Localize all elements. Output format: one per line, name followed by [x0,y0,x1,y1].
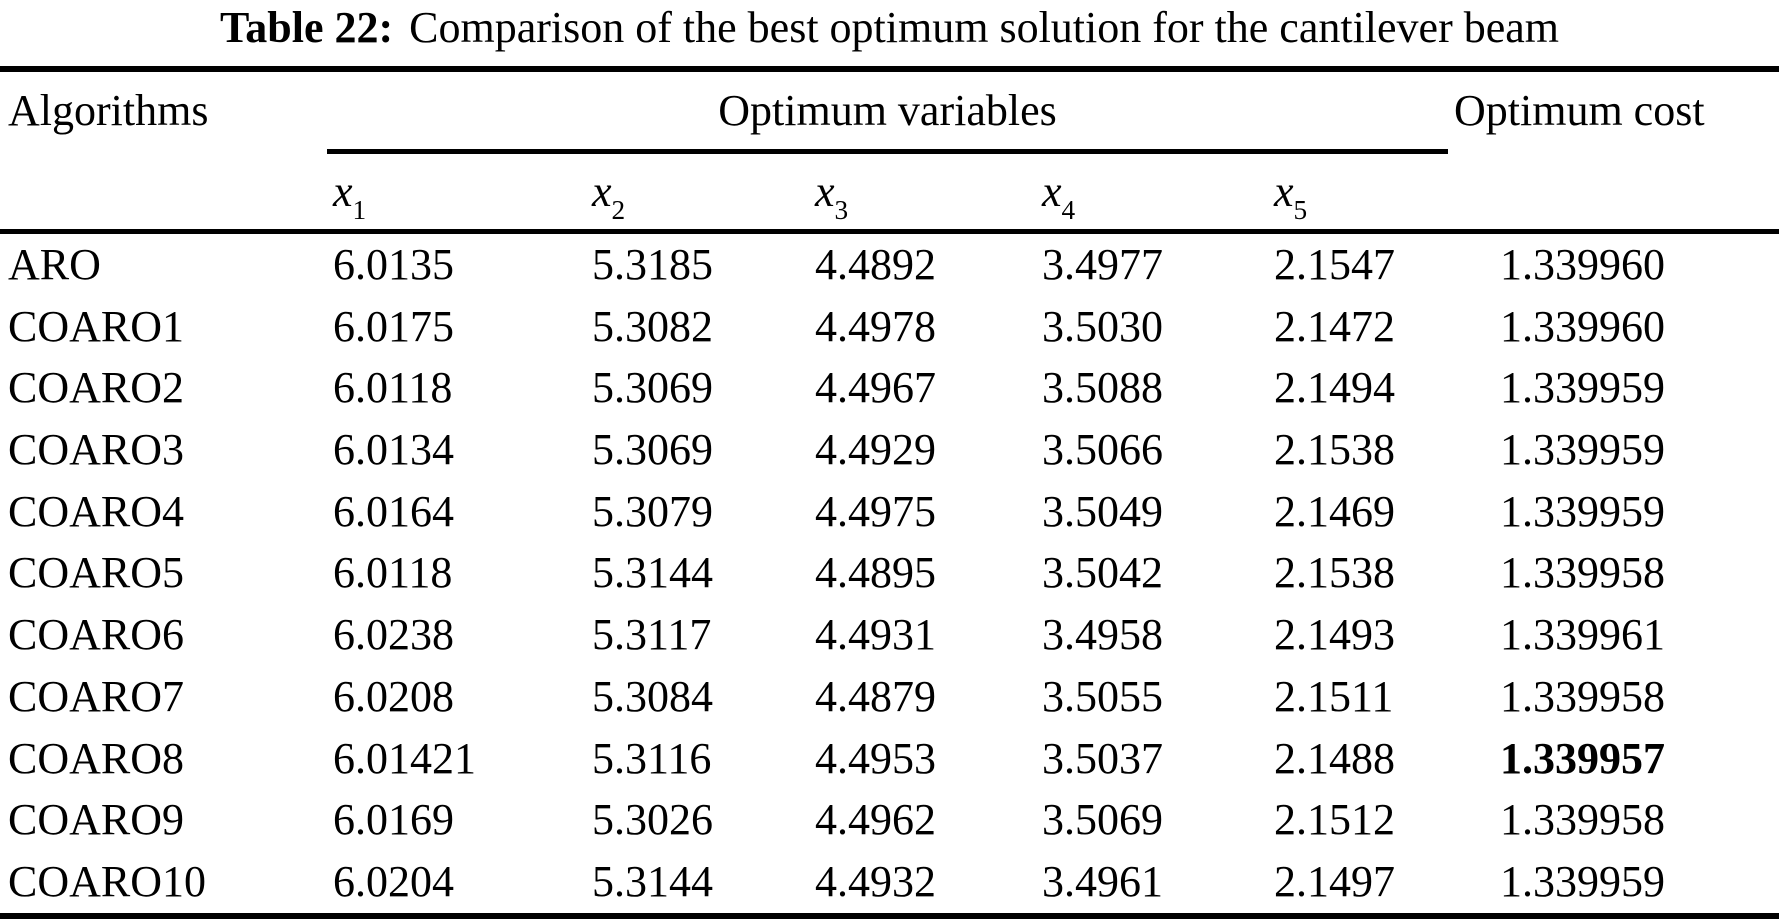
cell-x3: 4.4929 [815,425,936,475]
subheader-x3: x3 [815,166,849,225]
cell-algorithm: COARO4 [8,486,185,536]
cell-x1: 6.0175 [333,301,454,351]
cell-x5: 2.1469 [1274,486,1395,536]
cell-cost: 1.339959 [1500,363,1665,413]
table-body: ARO 6.0135 5.3185 4.4892 3.4977 2.1547 1.33996… [0,234,1779,913]
cell-x2: 5.3116 [592,733,712,783]
cell-algorithm: COARO9 [8,795,185,845]
cell-x5: 2.1497 [1274,857,1395,907]
optimum-variables-rule [327,149,1448,154]
subheader-x5: x5 [1274,166,1308,225]
cell-cost: 1.339959 [1500,486,1665,536]
cell-x2: 5.3079 [592,486,713,536]
cell-x1: 6.0208 [333,671,454,721]
cell-x2: 5.3069 [592,425,713,475]
cell-x3: 4.4932 [815,857,936,907]
cell-x2: 5.3082 [592,301,713,351]
header-optimum-variables: Optimum variables [718,86,1057,135]
cell-x3: 4.4895 [815,548,936,598]
cell-x4: 3.5030 [1042,301,1163,351]
cell-x3: 4.4975 [815,486,936,536]
cell-x2: 5.3185 [592,239,713,289]
cell-x4: 3.5042 [1042,548,1163,598]
cell-algorithm: ARO [8,239,101,289]
cell-x1: 6.0238 [333,610,454,660]
cell-x4: 3.5055 [1042,671,1163,721]
cell-x2: 5.3144 [592,857,713,907]
cell-cost: 1.339961 [1500,610,1665,660]
cell-x3: 4.4953 [815,733,936,783]
cell-x5: 2.1493 [1274,610,1395,660]
cell-x1: 6.0118 [333,363,453,413]
subheader-x1: x1 [333,166,367,225]
subheader-x4: x4 [1042,166,1076,225]
table-caption: Table 22: Comparison of the best optimum … [0,2,1779,53]
cell-cost: 1.339957 [1500,733,1665,783]
cell-x2: 5.3117 [592,610,712,660]
cell-algorithm: COARO5 [8,548,185,598]
cell-cost: 1.339958 [1500,671,1665,721]
cell-x5: 2.1512 [1274,795,1395,845]
cell-x3: 4.4962 [815,795,936,845]
cell-algorithm: COARO2 [8,363,185,413]
subheader-x2: x2 [592,166,626,225]
cell-x2: 5.3026 [592,795,713,845]
cell-algorithm: COARO7 [8,671,185,721]
bottom-rule [0,913,1779,919]
top-rule [0,66,1779,72]
cell-x5: 2.1538 [1274,425,1395,475]
cell-x5: 2.1547 [1274,239,1395,289]
cell-x2: 5.3069 [592,363,713,413]
cell-cost: 1.339958 [1500,548,1665,598]
cell-x5: 2.1488 [1274,733,1395,783]
cell-x5: 2.1494 [1274,363,1395,413]
cell-algorithm: COARO10 [8,857,207,907]
header-optimum-cost: Optimum cost [1454,86,1705,135]
cell-algorithm: COARO3 [8,425,185,475]
cell-cost: 1.339959 [1500,425,1665,475]
table-caption-text: Comparison of the best optimum solution … [409,3,1560,52]
cell-x5: 2.1511 [1274,671,1394,721]
cell-x1: 6.0164 [333,486,454,536]
header-algorithms: Algorithms [8,86,209,135]
cell-x4: 3.5066 [1042,425,1163,475]
table-caption-number: Table 22: [219,3,394,52]
cell-x3: 4.4892 [815,239,936,289]
cell-x1: 6.0118 [333,548,453,598]
header-bottom-rule [0,229,1779,234]
cell-x1: 6.0134 [333,425,454,475]
cell-x3: 4.4978 [815,301,936,351]
cell-cost: 1.339958 [1500,795,1665,845]
cell-x1: 6.0169 [333,795,454,845]
cell-x1: 6.0204 [333,857,454,907]
table-header-row: Algorithms Optimum variables Optimum cos… [0,72,1779,149]
cell-x5: 2.1538 [1274,548,1395,598]
cell-algorithm: COARO1 [8,301,185,351]
cell-x2: 5.3144 [592,548,713,598]
cell-cost: 1.339959 [1500,857,1665,907]
cell-algorithm: COARO6 [8,610,185,660]
cell-x3: 4.4879 [815,671,936,721]
cell-x1: 6.0135 [333,239,454,289]
cell-x5: 2.1472 [1274,301,1395,351]
cell-cost: 1.339960 [1500,239,1665,289]
cell-x4: 3.4977 [1042,239,1163,289]
cell-x3: 4.4931 [815,610,936,660]
cell-cost: 1.339960 [1500,301,1665,351]
cell-x4: 3.5037 [1042,733,1163,783]
cell-x2: 5.3084 [592,671,713,721]
cell-x4: 3.5049 [1042,486,1163,536]
cell-x4: 3.5088 [1042,363,1163,413]
cell-x4: 3.5069 [1042,795,1163,845]
cell-algorithm: COARO8 [8,733,185,783]
cell-x1: 6.01421 [333,733,476,783]
cell-x3: 4.4967 [815,363,936,413]
cell-x4: 3.4961 [1042,857,1163,907]
table-subheader-row: x1 x2 x3 x4 x5 [0,154,1779,229]
cell-x4: 3.4958 [1042,610,1163,660]
